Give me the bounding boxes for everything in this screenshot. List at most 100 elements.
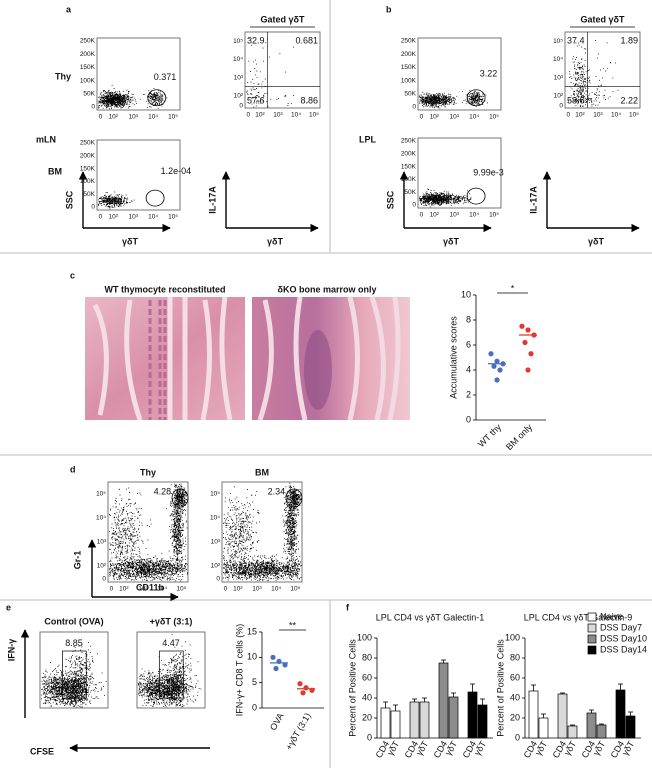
y-tick-label: 10³ xyxy=(97,539,107,546)
tissue-texture xyxy=(92,296,233,421)
x-tick-label: γδT xyxy=(620,739,636,757)
data-point xyxy=(273,665,279,672)
y-tick-label: 80 xyxy=(510,652,520,662)
x-tick-label: 10⁵ xyxy=(290,586,300,593)
bar xyxy=(467,691,478,739)
y-tick-label: 20 xyxy=(510,712,520,722)
bar xyxy=(390,710,401,739)
y-tick-label: 50K xyxy=(83,191,95,198)
bar xyxy=(448,696,459,739)
row-label: BM xyxy=(48,166,62,176)
data-point xyxy=(494,358,500,364)
y-tick-label: 200K xyxy=(401,151,417,158)
quadrant-value: 1.89 xyxy=(620,35,638,45)
x-tick-label: 10⁵ xyxy=(489,114,499,121)
gate xyxy=(147,89,167,107)
y-tick-label: 0 xyxy=(252,702,257,712)
legend-swatch xyxy=(587,623,597,633)
bar xyxy=(438,662,449,739)
gate-value: 3.22 xyxy=(480,68,498,78)
x-tick-label: 0 xyxy=(224,586,228,593)
bar xyxy=(567,725,578,739)
y-tick-label: 10⁵ xyxy=(210,491,220,498)
x-tick-label: 10⁵ xyxy=(168,114,178,121)
data-point xyxy=(282,662,288,668)
plot-frame xyxy=(96,37,181,111)
data-point xyxy=(300,690,306,696)
y-tick-label: 10⁴ xyxy=(96,515,106,522)
y-tick-label: 150K xyxy=(401,163,417,170)
plot-title: +γδT (3:1) xyxy=(150,616,193,626)
bar xyxy=(477,704,488,739)
x-tick-label: 10³ xyxy=(449,212,459,219)
x-tick-label: 10² xyxy=(430,212,440,219)
y-tick-label: 100 xyxy=(505,632,520,642)
data-point xyxy=(488,351,494,357)
panel-label: c xyxy=(70,270,75,280)
x-tick-label: 10⁴ xyxy=(291,112,301,119)
y-axis-label: IFN-γ+ CD8 T cells (%) xyxy=(234,624,244,716)
plot-frame xyxy=(39,631,109,709)
y-tick-label: 50K xyxy=(83,91,95,98)
y-tick-label: 10² xyxy=(234,93,244,100)
y-tick-label: 0 xyxy=(367,732,372,742)
event-dots xyxy=(109,483,188,582)
y-tick-label: 10⁵ xyxy=(96,491,106,498)
data-point xyxy=(494,377,500,383)
plot-frame xyxy=(244,31,321,109)
gate xyxy=(466,187,486,205)
x-tick-label: γδT xyxy=(385,739,401,757)
x-tick-label: 10² xyxy=(109,114,119,121)
image-title: δKO bone marrow only xyxy=(278,284,377,294)
bar xyxy=(586,712,597,739)
gate-value: 2.34 xyxy=(268,486,286,496)
plot-title: Control (OVA) xyxy=(44,616,103,626)
x-tick-label: γδT xyxy=(472,739,488,757)
x-tick-label: γδT xyxy=(533,739,549,757)
y-tick-label: 40 xyxy=(510,692,520,702)
plot-frame xyxy=(96,139,181,211)
x-tick-label: 10⁴ xyxy=(469,212,479,219)
y-tick-label: 10 xyxy=(247,652,257,662)
data-point xyxy=(497,367,503,373)
y-tick-label: 10³ xyxy=(211,539,221,546)
x-tick-label: 10⁴ xyxy=(611,112,621,119)
x-tick-label: 10² xyxy=(109,214,119,221)
gated-title: Gated γδT xyxy=(581,14,625,24)
y-tick-label: 10² xyxy=(211,563,221,570)
histology xyxy=(85,296,410,421)
event-dots xyxy=(223,482,302,582)
y-tick-label: 200K xyxy=(80,153,96,160)
quadrant-value: 37.4 xyxy=(567,35,585,45)
gate-value: 8.85 xyxy=(65,638,83,648)
y-tick-label: 5 xyxy=(252,677,257,687)
data-point xyxy=(525,367,531,373)
chart-title: LPL CD4 vs γδT Galectin-1 xyxy=(376,612,485,622)
event-dots xyxy=(138,634,202,708)
plot-frame xyxy=(221,481,303,583)
x-tick-label: γδT xyxy=(562,739,578,757)
x-tick-label: 0 xyxy=(110,586,114,593)
panel-label: e xyxy=(6,602,11,612)
panel-label: d xyxy=(70,464,76,474)
y-tick-label: 2 xyxy=(466,389,471,399)
axis-label: γδT xyxy=(443,236,459,246)
axis-label: IL-17A xyxy=(207,186,217,214)
x-tick-label: 0 xyxy=(246,112,250,119)
y-tick-label: 250K xyxy=(401,38,417,45)
gate xyxy=(145,189,165,207)
y-tick-label: 10² xyxy=(97,563,107,570)
axis-label: SSC xyxy=(64,190,74,209)
tissue-texture xyxy=(148,300,167,420)
x-tick-label: 10² xyxy=(575,112,585,119)
gate xyxy=(285,488,303,508)
axis-label: CD11b xyxy=(136,582,165,592)
image-title: WT thymocyte reconstituted xyxy=(104,284,225,294)
gate-value: 9.99e-3 xyxy=(473,167,504,177)
y-tick-label: 10² xyxy=(554,93,564,100)
data-point xyxy=(270,654,276,660)
bar xyxy=(380,707,391,739)
quadrant-value: 0.681 xyxy=(295,35,318,45)
gated-title: Gated γδT xyxy=(261,14,305,24)
x-tick-label: 0 xyxy=(99,214,103,221)
